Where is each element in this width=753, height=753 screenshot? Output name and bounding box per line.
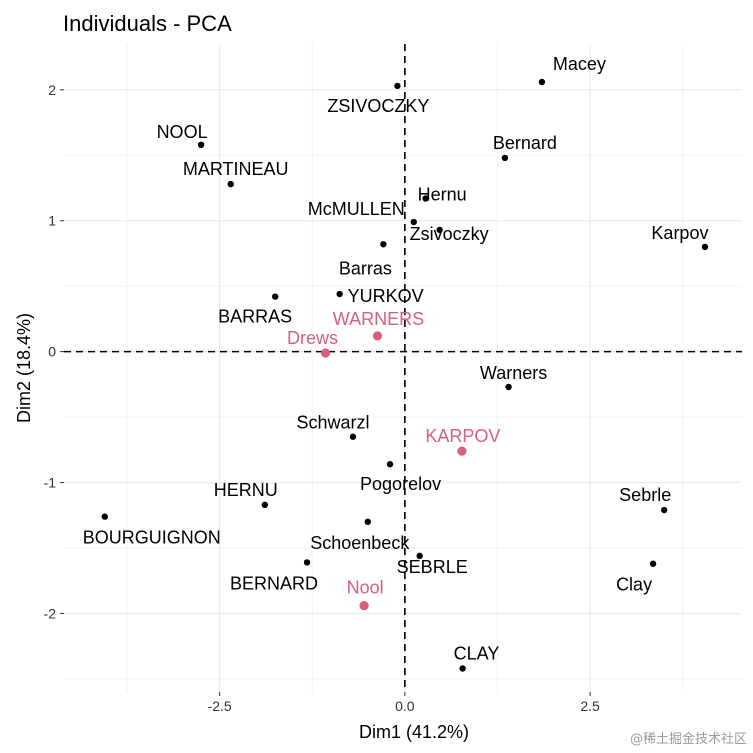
point-label-active: Warners [480, 363, 547, 383]
point-label-supplementary: KARPOV [425, 426, 500, 446]
point-active [501, 154, 509, 162]
point-label-active: CLAY [454, 643, 500, 663]
x-axis-title: Dim1 (41.2%) [359, 722, 469, 742]
point-active [422, 195, 429, 202]
point-active [394, 82, 401, 90]
point-active [197, 141, 205, 148]
point-label-supplementary: Nool [347, 578, 384, 598]
point-label-active: Schoenbeck [310, 533, 410, 553]
x-tick-label: -2.5 [208, 698, 232, 714]
y-tick-label: 2 [48, 82, 56, 98]
point-active [410, 218, 417, 226]
point-active [701, 243, 709, 251]
point-active [649, 560, 657, 567]
point-label-active: Sebrle [619, 485, 671, 505]
point-active [538, 78, 546, 86]
y-tick-label: -2 [44, 605, 57, 621]
point-labels: Macey ZSIVOCZKY Bernard NOOL MARTINEAU Hernu M… [83, 54, 709, 663]
point-active [364, 518, 372, 526]
point-supplementary [359, 601, 369, 611]
point-label-active: HERNU [214, 480, 278, 500]
point-label-active: Clay [616, 575, 652, 595]
point-label-active: Hernu [418, 184, 467, 204]
point-label-active: Pogorelov [360, 474, 441, 494]
point-active [227, 180, 234, 188]
point-active [380, 241, 387, 248]
panel-background [64, 44, 742, 692]
point-label-active: Macey [553, 54, 606, 74]
watermark: @稀土掘金技术社区 [629, 732, 747, 747]
point-label-active: Schwarzl [296, 413, 369, 433]
point-active [336, 290, 343, 298]
data-points [101, 78, 709, 672]
point-label-active: ZSIVOCZKY [327, 96, 429, 116]
point-active [261, 501, 269, 508]
point-active [459, 665, 466, 672]
point-label-active: BERNARD [230, 573, 318, 593]
x-tick-label: 0.0 [395, 698, 415, 714]
point-label-active: NOOL [157, 122, 208, 142]
point-label-active: YURKOV [348, 286, 424, 306]
chart-title: Individuals - PCA [63, 11, 232, 36]
point-active [349, 433, 357, 440]
x-tick-label: 2.5 [580, 698, 600, 714]
point-active [416, 552, 423, 560]
reference-lines [64, 44, 742, 692]
point-supplementary [320, 348, 331, 358]
point-label-active: MARTINEAU [183, 159, 289, 179]
point-label-active: BOURGUIGNON [83, 528, 221, 548]
point-supplementary [457, 446, 467, 456]
point-label-active: Bernard [493, 133, 557, 153]
point-label-active: Barras [339, 258, 392, 278]
point-active [271, 293, 279, 300]
point-active [101, 513, 108, 520]
plot-panel [64, 44, 742, 692]
y-tick-label: -1 [44, 475, 57, 491]
point-active [660, 506, 668, 514]
point-active [436, 226, 443, 234]
y-tick-label: 1 [48, 213, 56, 229]
point-active [386, 461, 394, 468]
point-label-supplementary: WARNERS [333, 309, 424, 329]
point-label-supplementary: Drews [287, 328, 338, 348]
point-active [303, 559, 311, 566]
y-axis-title: Dim2 (18.4%) [14, 313, 34, 423]
point-label-active: BARRAS [218, 307, 292, 327]
y-tick-label: 0 [48, 344, 56, 360]
point-supplementary [372, 331, 383, 341]
point-label-active: Karpov [651, 223, 708, 243]
point-label-active: Zsivoczky [410, 224, 489, 244]
axis-ticks: -2.5 0.0 2.5 -2 -1 0 1 2 [44, 82, 600, 714]
point-active [505, 383, 512, 391]
point-label-active: SEBRLE [397, 557, 468, 577]
point-label-active: McMULLEN [308, 199, 405, 219]
